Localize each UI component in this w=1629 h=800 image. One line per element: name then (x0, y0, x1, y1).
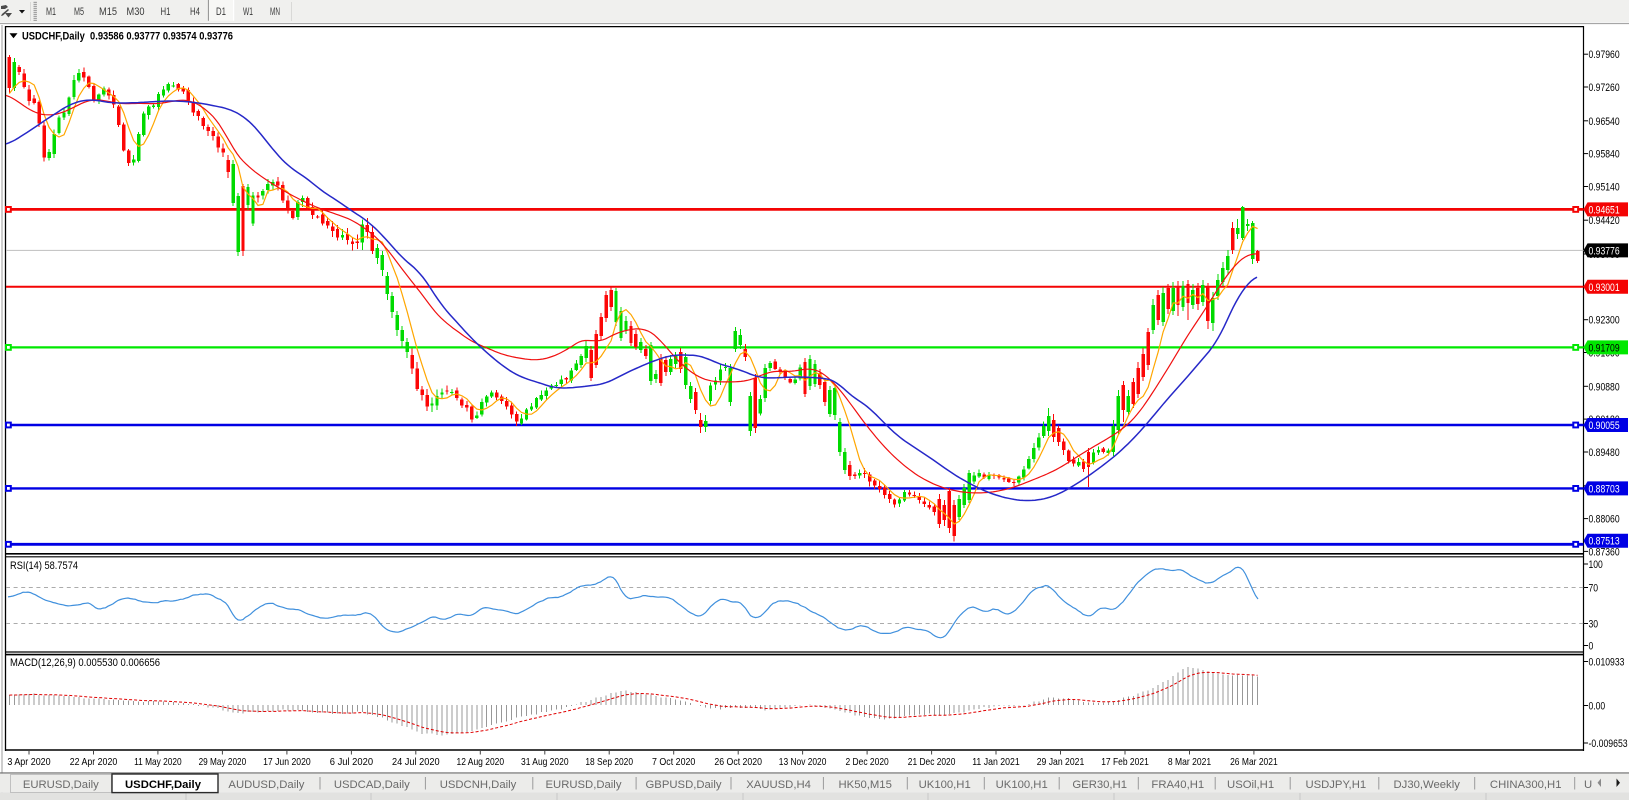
svg-text:USDCHF,Daily 0.93586 0.93777: USDCHF,Daily 0.93586 0.93777 0.93574 0.9… (22, 31, 233, 43)
svg-text:FRA40,H1: FRA40,H1 (1151, 779, 1204, 791)
svg-text:HK50,M15: HK50,M15 (839, 779, 892, 791)
svg-text:18 Sep 2020: 18 Sep 2020 (585, 756, 633, 768)
svg-text:31 Aug 2020: 31 Aug 2020 (521, 756, 569, 768)
svg-text:24 Jul 2020: 24 Jul 2020 (392, 756, 440, 768)
svg-text:11 May 2020: 11 May 2020 (134, 756, 182, 768)
svg-text:USDCAD,Daily: USDCAD,Daily (334, 779, 410, 791)
svg-text:0.94420: 0.94420 (1589, 215, 1620, 227)
svg-text:0.88060: 0.88060 (1589, 514, 1620, 526)
svg-text:3 Apr 2020: 3 Apr 2020 (7, 756, 50, 768)
svg-text:MACD(12,26,9) 0.005530 0.00665: MACD(12,26,9) 0.005530 0.006656 (10, 657, 160, 669)
svg-text:0.89480: 0.89480 (1589, 447, 1620, 459)
svg-text:8 Mar 2021: 8 Mar 2021 (1168, 756, 1211, 768)
svg-text:MN: MN (270, 6, 280, 18)
svg-text:H1: H1 (161, 6, 171, 18)
svg-text:2 Dec 2020: 2 Dec 2020 (845, 756, 888, 768)
svg-text:USOil,H1: USOil,H1 (1227, 779, 1274, 791)
svg-text:100: 100 (1589, 559, 1603, 571)
svg-text:17 Jun 2020: 17 Jun 2020 (263, 756, 311, 768)
svg-text:M1: M1 (46, 6, 56, 18)
svg-text:0.94651: 0.94651 (1589, 204, 1620, 216)
svg-text:11 Jan 2021: 11 Jan 2021 (972, 756, 1020, 768)
svg-text:AUDUSD,Daily: AUDUSD,Daily (228, 779, 304, 791)
svg-text:13 Nov 2020: 13 Nov 2020 (779, 756, 827, 768)
svg-text:0.95140: 0.95140 (1589, 182, 1620, 194)
svg-text:W1: W1 (243, 6, 253, 18)
svg-text:RSI(14) 58.7574: RSI(14) 58.7574 (10, 560, 78, 572)
svg-text:0.95840: 0.95840 (1589, 149, 1620, 161)
svg-text:0: 0 (1589, 641, 1594, 653)
svg-text:USDJPY,H1: USDJPY,H1 (1305, 779, 1366, 791)
svg-text:0.97260: 0.97260 (1589, 82, 1620, 94)
svg-text:30: 30 (1589, 619, 1599, 631)
svg-text:22 Apr 2020: 22 Apr 2020 (70, 756, 118, 768)
svg-text:M15: M15 (99, 6, 117, 18)
svg-text:0.93001: 0.93001 (1589, 282, 1620, 294)
svg-text:H4: H4 (190, 6, 200, 18)
svg-text:0.00: 0.00 (1589, 701, 1606, 713)
svg-text:70: 70 (1589, 583, 1599, 595)
svg-text:0.90055: 0.90055 (1589, 420, 1620, 432)
svg-text:0.93776: 0.93776 (1589, 245, 1620, 257)
svg-text:UK100,H1: UK100,H1 (919, 779, 971, 791)
svg-text:0.97960: 0.97960 (1589, 49, 1620, 61)
svg-text:CHINA300,H1: CHINA300,H1 (1490, 779, 1562, 791)
svg-text:-0.009653: -0.009653 (1589, 738, 1628, 750)
svg-text:D1: D1 (216, 6, 226, 18)
svg-text:17 Feb 2021: 17 Feb 2021 (1101, 756, 1149, 768)
svg-text:26 Mar 2021: 26 Mar 2021 (1230, 756, 1278, 768)
svg-text:GBPUSD,Daily: GBPUSD,Daily (646, 779, 722, 791)
svg-text:0.88703: 0.88703 (1589, 483, 1620, 495)
svg-text:U: U (1584, 779, 1592, 791)
svg-text:0.90880: 0.90880 (1589, 381, 1620, 393)
svg-text:GER30,H1: GER30,H1 (1072, 779, 1127, 791)
svg-text:7 Oct 2020: 7 Oct 2020 (652, 756, 695, 768)
svg-text:DJ30,Weekly: DJ30,Weekly (1394, 779, 1461, 791)
svg-text:6 Jul 2020: 6 Jul 2020 (330, 756, 373, 768)
svg-text:0.96540: 0.96540 (1589, 116, 1620, 128)
svg-text:0.87513: 0.87513 (1589, 536, 1620, 548)
svg-text:0.91709: 0.91709 (1589, 342, 1620, 354)
svg-text:USDCHF,Daily: USDCHF,Daily (125, 779, 202, 791)
svg-text:0.87360: 0.87360 (1589, 546, 1620, 558)
svg-text:UK100,H1: UK100,H1 (996, 779, 1048, 791)
svg-text:26 Oct 2020: 26 Oct 2020 (714, 756, 762, 768)
svg-text:12 Aug 2020: 12 Aug 2020 (457, 756, 505, 768)
svg-text:M5: M5 (74, 6, 84, 18)
svg-text:USDCNH,Daily: USDCNH,Daily (440, 779, 517, 791)
svg-text:XAUUSD,H4: XAUUSD,H4 (746, 779, 811, 791)
svg-text:29 May 2020: 29 May 2020 (199, 756, 247, 768)
svg-text:EURUSD,Daily: EURUSD,Daily (546, 779, 622, 791)
svg-text:0.92300: 0.92300 (1589, 315, 1620, 327)
svg-text:EURUSD,Daily: EURUSD,Daily (23, 779, 99, 791)
svg-text:21 Dec 2020: 21 Dec 2020 (908, 756, 956, 768)
svg-text:M30: M30 (127, 6, 145, 18)
svg-text:0.010933: 0.010933 (1589, 657, 1625, 669)
svg-text:29 Jan 2021: 29 Jan 2021 (1037, 756, 1085, 768)
